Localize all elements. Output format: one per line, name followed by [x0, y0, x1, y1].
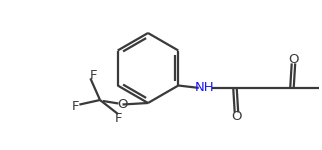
Text: F: F — [90, 69, 97, 82]
Text: F: F — [71, 100, 79, 113]
Text: O: O — [231, 110, 242, 123]
Text: O: O — [117, 98, 128, 111]
Text: NH: NH — [195, 81, 214, 94]
Text: F: F — [114, 112, 122, 124]
Text: O: O — [288, 53, 298, 66]
